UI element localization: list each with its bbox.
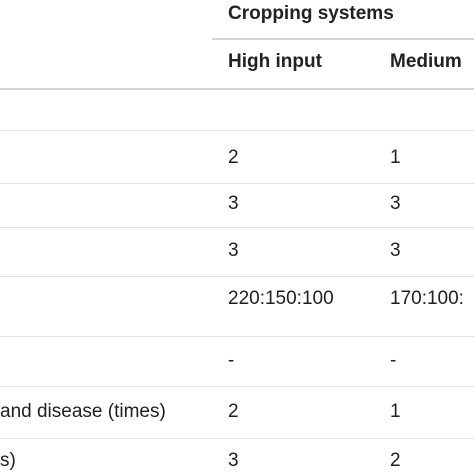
column-header-medium: Medium xyxy=(390,51,462,72)
table-cell: 220:150:100 xyxy=(228,288,334,309)
column-header-high-input: High input xyxy=(228,51,322,72)
table-cell: 3 xyxy=(228,193,239,214)
row-divider xyxy=(0,386,474,387)
row-divider xyxy=(0,336,474,337)
row-divider xyxy=(0,183,474,184)
table-cell: 3 xyxy=(228,240,239,261)
table-cell: - xyxy=(228,350,235,371)
column-header-rule xyxy=(0,88,474,90)
row-divider xyxy=(0,227,474,228)
table-cell: 170:100: xyxy=(390,288,464,309)
table-cell: - xyxy=(390,350,397,371)
table-cell: 1 xyxy=(390,401,401,422)
table-cell: 1 xyxy=(390,147,401,168)
group-header-rule xyxy=(212,38,474,40)
table-cell: 2 xyxy=(228,401,239,422)
table-cell: 3 xyxy=(228,450,239,471)
table-cell: 3 xyxy=(390,193,401,214)
row-divider xyxy=(0,438,474,439)
table-cell: 3 xyxy=(390,240,401,261)
row-divider xyxy=(0,276,474,277)
row-divider xyxy=(0,130,474,131)
group-header: Cropping systems xyxy=(228,3,394,24)
table-cell: 2 xyxy=(228,147,239,168)
table-cell: 2 xyxy=(390,450,401,471)
row-label: and disease (times) xyxy=(0,401,166,422)
row-label: s) xyxy=(0,450,16,471)
